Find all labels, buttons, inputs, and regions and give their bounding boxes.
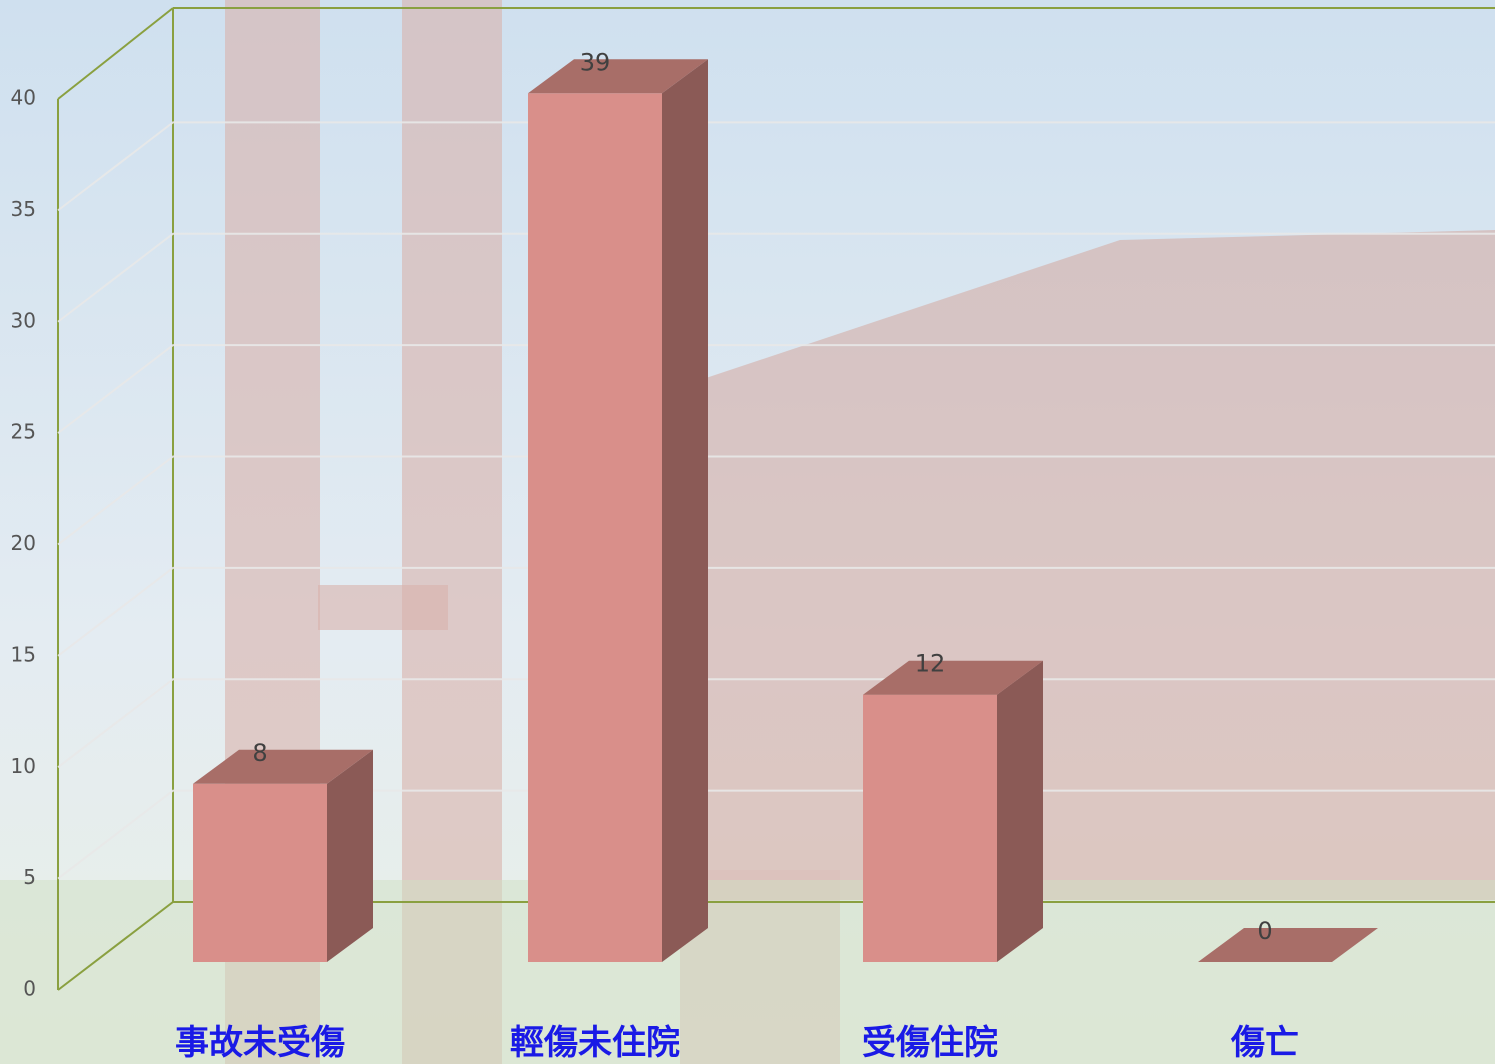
bar — [528, 93, 662, 962]
bar — [193, 783, 327, 962]
grid-line — [57, 455, 1495, 546]
grid-line — [57, 566, 1495, 657]
y-tick-label: 0 — [23, 977, 36, 1001]
x-tick-label: 事故未受傷 — [175, 1023, 345, 1063]
value-label: 8 — [252, 739, 267, 767]
floor-line — [57, 901, 1495, 991]
grid-line — [57, 789, 1495, 880]
bar-top — [193, 749, 373, 784]
grid-line — [57, 121, 1495, 212]
y-tick-label: 40 — [11, 86, 36, 110]
bar-side — [662, 59, 708, 962]
bar-top — [1198, 928, 1378, 962]
value-label: 39 — [580, 48, 611, 76]
x-tick-label: 傷亡 — [1230, 1023, 1299, 1063]
y-tick-label: 10 — [11, 754, 36, 778]
value-label: 12 — [915, 650, 946, 678]
bar-top — [863, 660, 1043, 695]
bar — [863, 694, 997, 962]
y-tick-label: 15 — [11, 642, 36, 666]
x-tick-label: 受傷住院 — [862, 1023, 998, 1063]
axis-line — [57, 7, 174, 100]
y-tick-label: 35 — [11, 197, 36, 221]
grid-line — [57, 344, 1495, 434]
x-tick-label: 輕傷未住院 — [510, 1023, 680, 1063]
bar-side — [997, 660, 1043, 962]
y-tick-label: 25 — [11, 420, 36, 444]
y-tick-label: 30 — [11, 308, 36, 332]
bar-side — [327, 749, 373, 962]
grid-line — [57, 678, 1495, 769]
y-tick-label: 5 — [23, 865, 36, 889]
value-label: 0 — [1257, 917, 1272, 945]
y-tick-label: 20 — [11, 531, 36, 555]
tower-bridge — [318, 585, 448, 630]
grid-line — [57, 232, 1495, 323]
bar-top — [528, 59, 708, 94]
